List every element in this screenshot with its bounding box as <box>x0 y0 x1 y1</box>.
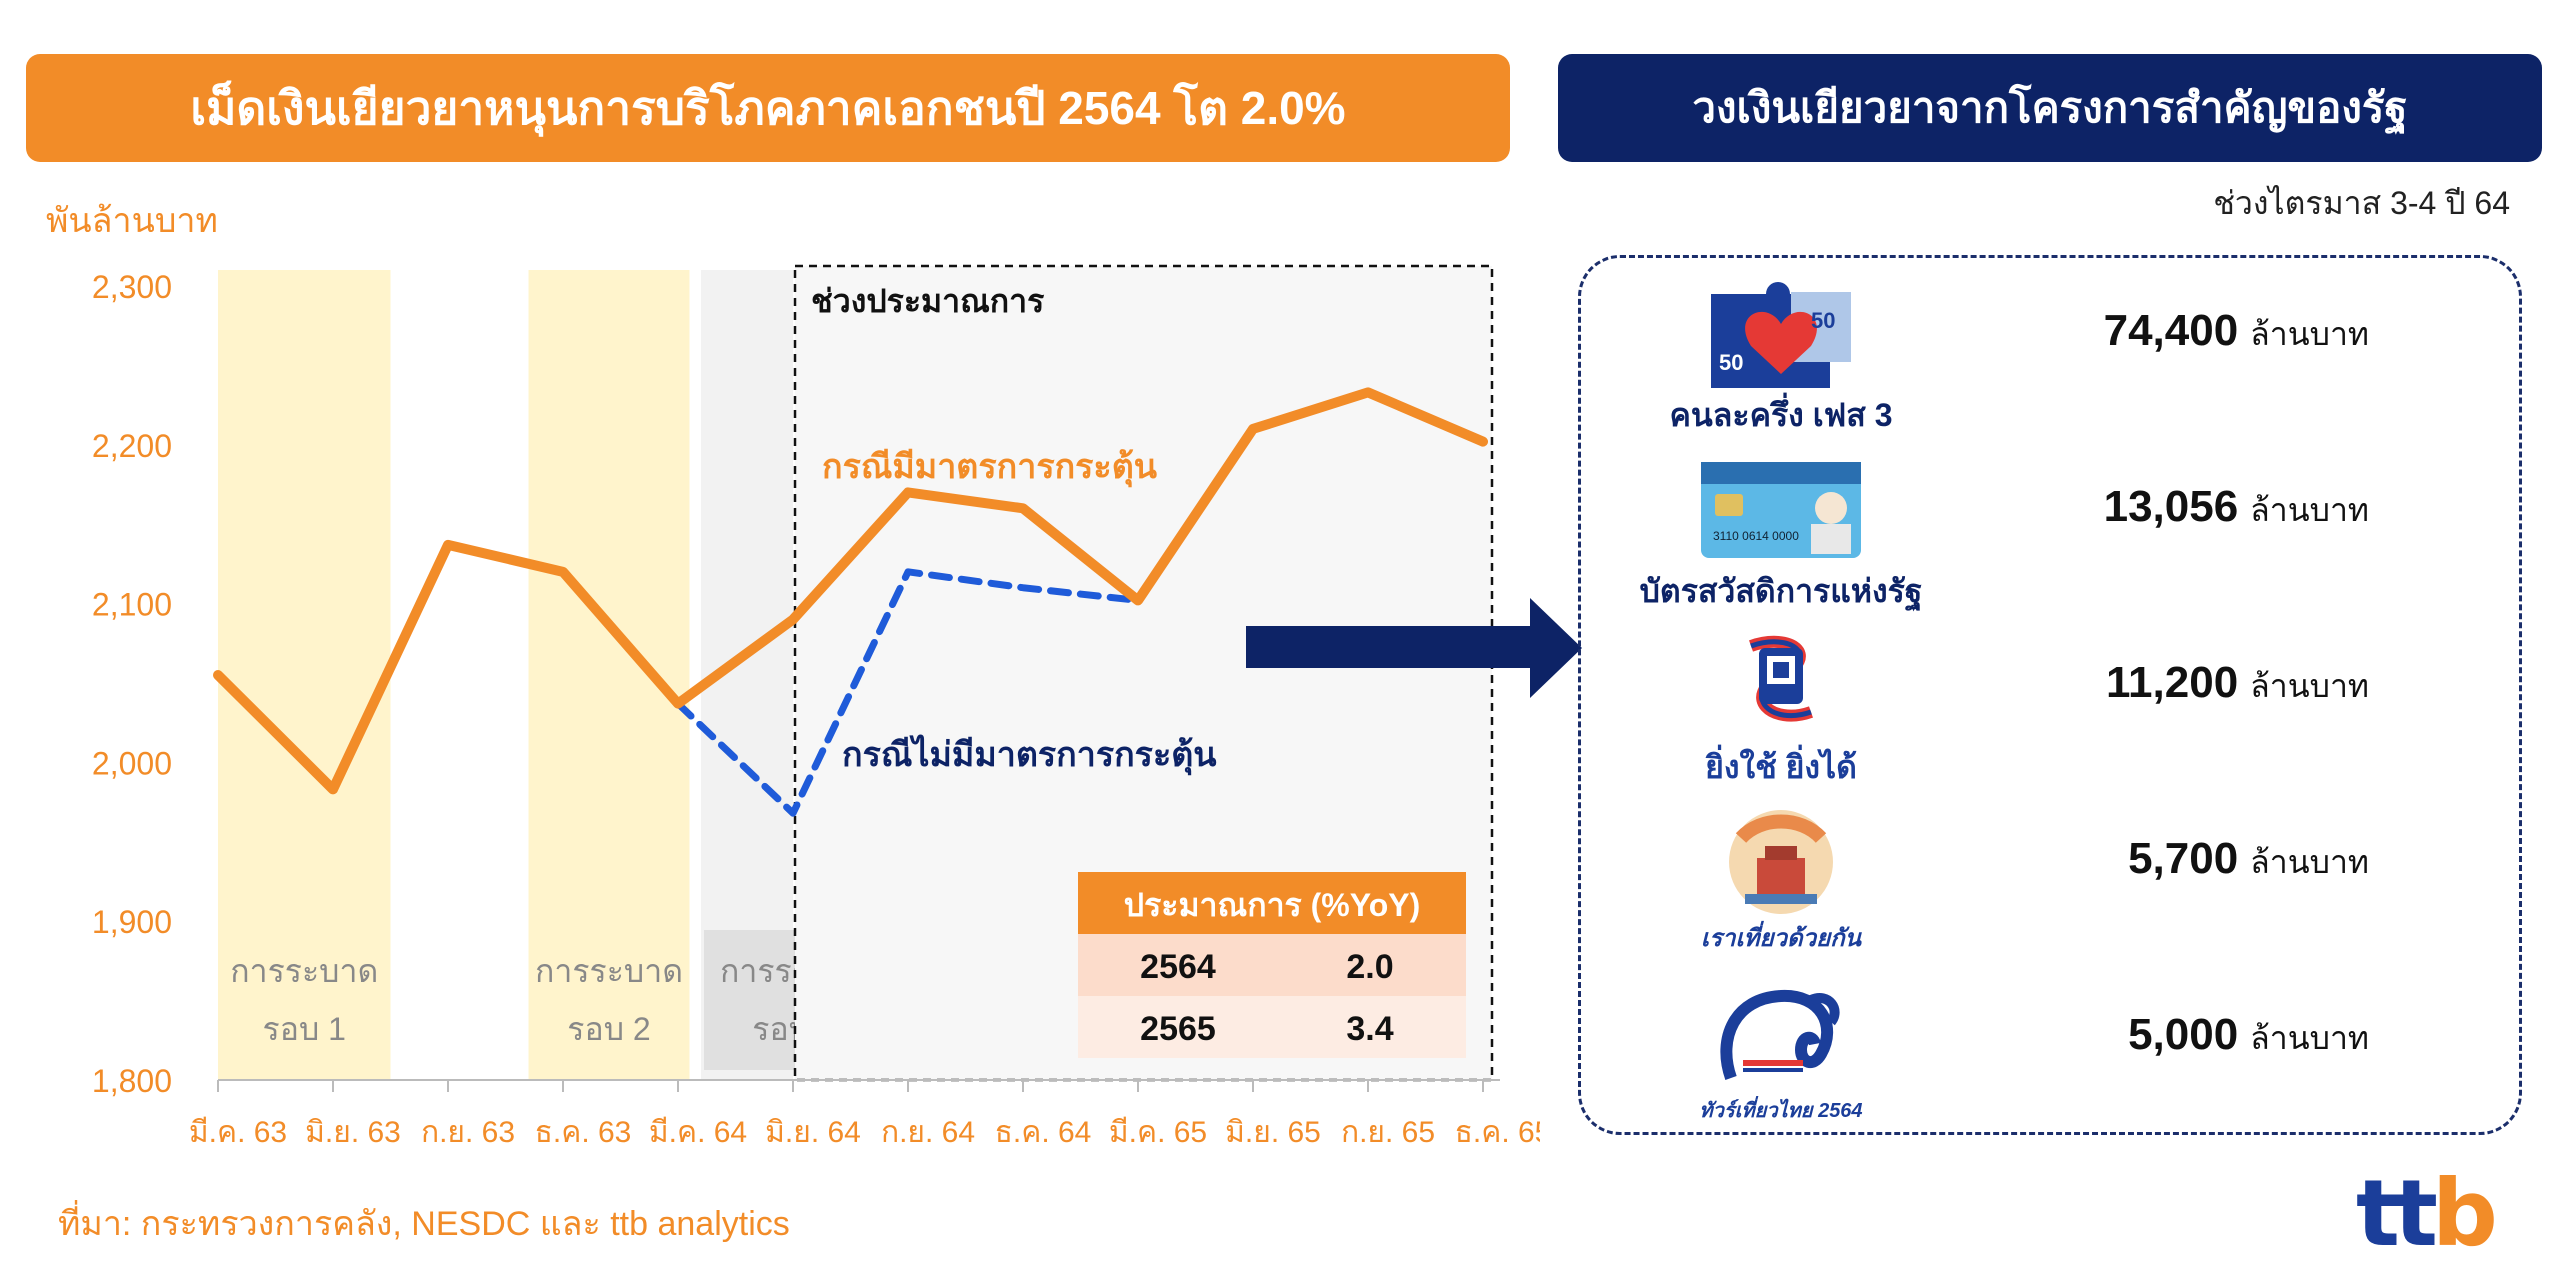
x-tick-label: มี.ค. 65 <box>1109 1116 1207 1149</box>
x-tick-label: ธ.ค. 65 <box>1455 1116 1540 1149</box>
y-tick-label: 1,900 <box>92 904 172 940</box>
program-name-2: บัตรสวัสดิการแห่งรัฐ <box>1639 573 1923 609</box>
table-header-bg <box>1078 872 1466 934</box>
x-tick-label: ก.ย. 64 <box>881 1116 975 1149</box>
forecast-region-label: ช่วงประมาณการ <box>811 283 1044 319</box>
x-tick-label: ธ.ค. 64 <box>995 1116 1092 1149</box>
table-row-bg <box>1078 934 1466 996</box>
arrow-shaft <box>1246 626 1540 668</box>
table-value: 2.0 <box>1346 948 1393 986</box>
program-amount-4: 5,700 ล้านบาท <box>2128 834 2369 883</box>
right-header-title: วงเงินเยียวยาจากโครงการสำคัญของรัฐ <box>1692 84 2408 131</box>
x-tick-label: ก.ย. 63 <box>421 1116 515 1149</box>
x-tick-label: ธ.ค. 63 <box>535 1116 632 1149</box>
lines-layer: กรณีมีมาตรการกระตุ้นกรณีไม่มีมาตรการกระต… <box>213 387 1488 817</box>
left-header-banner: เม็ดเงินเยียวยาหนุนการบริโภคภาคเอกชนปี 2… <box>26 54 1510 162</box>
series-stimulus-line <box>213 387 1488 795</box>
svg-text:50: 50 <box>1719 350 1743 375</box>
x-tick-label: ก.ย. 65 <box>1341 1116 1435 1149</box>
band-label-1-line2: รอบ 1 <box>263 1011 346 1047</box>
band-label-2-line2: รอบ 2 <box>567 1011 650 1047</box>
band-label-1-line1: การระบาด <box>230 953 378 989</box>
elephant-icon <box>1720 989 1840 1080</box>
travel-handshake-icon <box>1729 810 1833 914</box>
y-tick-label: 2,200 <box>92 428 172 464</box>
period-note: ช่วงไตรมาส 3-4 ปี 64 <box>2213 185 2510 221</box>
programs-panel: 50 50 คนละครึ่ง เฟส 3 74,400 ล้านบาท 3110… <box>1578 255 2522 1135</box>
program-row-3: ยิ่งใช้ ยิ่งได้ 11,200 ล้านบาท <box>1581 620 2519 790</box>
axes-layer: 1,800 1,900 2,000 2,100 2,200 2,300 มี.ค. 63 มิ… <box>92 269 1540 1149</box>
arrow-head <box>1530 598 1582 698</box>
program-row-1: 50 50 คนละครึ่ง เฟส 3 74,400 ล้านบาท <box>1581 268 2519 438</box>
program-amount-2: 13,056 ล้านบาท <box>2103 482 2369 531</box>
band-label-2-line1: การระบาด <box>535 953 683 989</box>
program-row-2: 3110 0614 0000 บัตรสวัสดิการแห่งรัฐ 13,0… <box>1581 444 2519 614</box>
welfare-card-icon: 3110 0614 0000 <box>1701 462 1861 558</box>
y-tick-label: 2,100 <box>92 587 172 623</box>
forecast-table: ประมาณการ (%YoY) 2564 2.0 2565 3.4 <box>1078 872 1466 1058</box>
left-header-title: เม็ดเงินเยียวยาหนุนการบริโภคภาคเอกชนปี 2… <box>190 81 1346 134</box>
band-2 <box>528 270 690 1080</box>
program-amount-3: 11,200 ล้านบาท <box>2106 658 2369 707</box>
program-amount-5: 5,000 ล้านบาท <box>2128 1010 2369 1059</box>
y-axis-label: พันล้านบาท <box>46 202 218 240</box>
x-tick-label: มี.ค. 63 <box>189 1116 287 1149</box>
series-label-stimulus: กรณีมีมาตรการกระตุ้น <box>822 448 1157 488</box>
svg-text:3110 0614 0000: 3110 0614 0000 <box>1713 529 1799 543</box>
program-name-1: คนละครึ่ง เฟส 3 <box>1669 397 1893 433</box>
puzzle-heart-icon: 50 50 <box>1711 282 1851 388</box>
program-row-4: เราเที่ยวด้วยกัน 5,700 ล้านบาท <box>1581 796 2519 966</box>
program-row-5: ทัวร์เที่ยวไทย 2564 5,000 ล้านบาท <box>1581 972 2519 1142</box>
table-row-bg <box>1078 996 1466 1058</box>
band-1 <box>218 270 391 1080</box>
table-header: ประมาณการ (%YoY) <box>1124 887 1420 923</box>
x-tick-label: มิ.ย. 65 <box>1225 1116 1321 1149</box>
program-name-5: ทัวร์เที่ยวไทย 2564 <box>1699 1100 1863 1122</box>
y-tick-label: 2,000 <box>92 745 172 781</box>
ttb-logo: ttb <box>2356 1160 2498 1267</box>
source-note: ที่มา: กระทรวงการคลัง, NESDC และ ttb ana… <box>58 1205 790 1243</box>
series-no-stimulus-line <box>674 568 1142 817</box>
y-tick-label: 2,300 <box>92 269 172 305</box>
phone-qr-icon <box>1749 635 1813 722</box>
x-tick-label: มี.ค. 64 <box>649 1116 747 1149</box>
table-value: 3.4 <box>1346 1010 1393 1048</box>
right-header-banner: วงเงินเยียวยาจากโครงการสำคัญของรัฐ <box>1558 54 2542 162</box>
series-label-no-stimulus: กรณีไม่มีมาตรการกระตุ้น <box>842 734 1217 776</box>
x-tick-label: มิ.ย. 63 <box>305 1116 401 1149</box>
table-year: 2565 <box>1140 1010 1216 1048</box>
program-name-4: เราเที่ยวด้วยกัน <box>1700 925 1862 952</box>
y-tick-label: 1,800 <box>92 1063 172 1099</box>
program-name-3: ยิ่งใช้ ยิ่งได้ <box>1705 749 1857 785</box>
svg-text:50: 50 <box>1811 308 1835 333</box>
x-tick-label: มิ.ย. 64 <box>765 1116 861 1149</box>
table-year: 2564 <box>1140 948 1216 986</box>
program-amount-1: 74,400 ล้านบาท <box>2103 306 2369 355</box>
